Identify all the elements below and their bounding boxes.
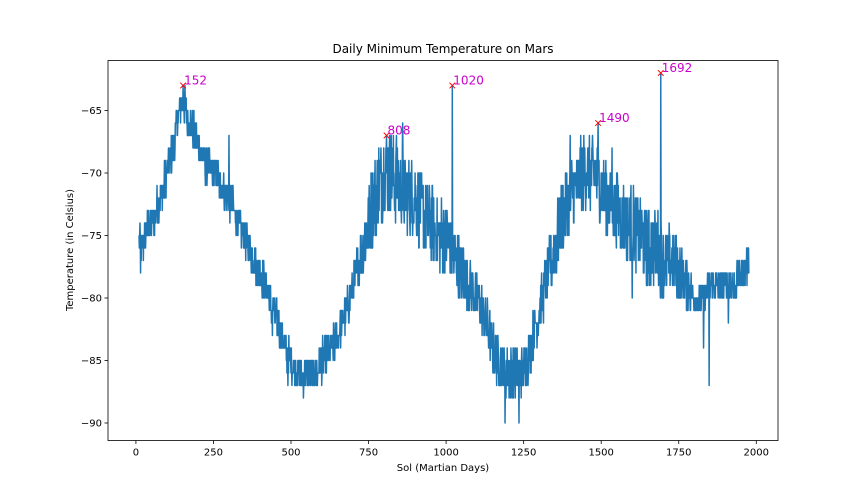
peak-marker xyxy=(383,132,390,139)
peak-label: 1490 xyxy=(599,111,630,125)
peak-label: 1020 xyxy=(453,74,484,88)
peak-label: 152 xyxy=(184,74,207,88)
series-layer xyxy=(138,72,750,424)
y-tick-label: −90 xyxy=(81,419,102,430)
series-line-min-temp xyxy=(138,72,750,424)
y-tick-label: −75 xyxy=(81,231,102,242)
x-tick-label: 1500 xyxy=(588,448,613,459)
y-tick-label: −70 xyxy=(81,169,102,180)
x-tick-label: 250 xyxy=(204,448,223,459)
y-axis-label: Temperature (in Celsius) xyxy=(65,189,76,312)
plot-frame xyxy=(107,60,779,441)
peak-label: 808 xyxy=(388,124,411,138)
peaks-layer: 152 808 1020 1490 1692 xyxy=(179,61,693,139)
peak-marker xyxy=(449,82,456,89)
chart-title: Daily Minimum Temperature on Mars xyxy=(332,42,553,56)
peak-marker xyxy=(179,82,187,89)
y-tick-label: −85 xyxy=(81,356,102,367)
peak-marker xyxy=(657,69,664,77)
y-tick-label: −65 xyxy=(81,106,102,117)
peak-marker xyxy=(594,119,602,127)
x-tick-label: 500 xyxy=(281,448,300,459)
x-tick-label: 1000 xyxy=(433,448,458,459)
x-tick-label: 750 xyxy=(359,448,378,459)
x-tick-label: 0 xyxy=(133,448,139,459)
x-tick-label: 1250 xyxy=(511,448,536,459)
axes-layer: 0 250 500 750 1000 1250 1500 1750 2000 −90 −85 −80 −… xyxy=(81,106,769,459)
peak-label: 1692 xyxy=(662,61,693,75)
x-axis-label: Sol (Martian Days) xyxy=(397,463,489,474)
x-tick-label: 1750 xyxy=(666,448,691,459)
y-tick-label: −80 xyxy=(81,294,102,305)
x-tick-label: 2000 xyxy=(744,448,769,459)
